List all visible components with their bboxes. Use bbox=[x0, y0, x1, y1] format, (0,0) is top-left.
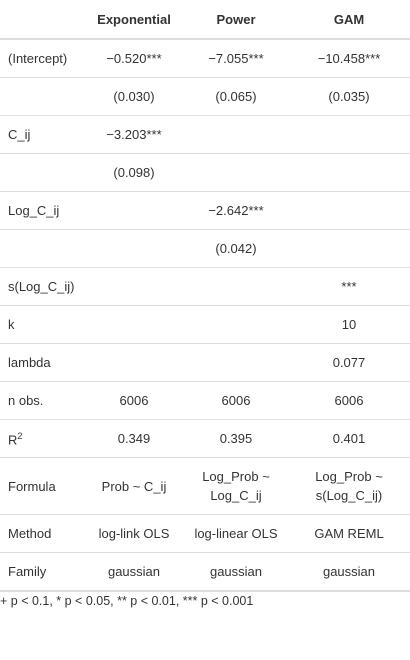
formula-line: s(Log_C_ij) bbox=[315, 488, 383, 503]
cell-gam: 6006 bbox=[288, 381, 410, 420]
row-label bbox=[0, 153, 84, 192]
table-row: Method log-link OLS log-linear OLS GAM R… bbox=[0, 514, 410, 553]
cell-exponential: Prob ~ C_ij bbox=[84, 457, 184, 515]
cell-gam: 0.401 bbox=[288, 419, 410, 458]
table-row: n obs. 6006 6006 6006 bbox=[0, 381, 410, 420]
row-label: R2 bbox=[0, 419, 84, 458]
cell-exponential: −3.203*** bbox=[84, 115, 184, 154]
cell-power bbox=[184, 267, 288, 306]
formula-line: Log_C_ij bbox=[210, 488, 262, 503]
header-gam: GAM bbox=[288, 0, 410, 40]
header-blank bbox=[0, 0, 84, 40]
cell-power: gaussian bbox=[184, 552, 288, 592]
table-row: Formula Prob ~ C_ij Log_Prob ~ Log_C_ij L… bbox=[0, 457, 410, 515]
cell-exponential: 6006 bbox=[84, 381, 184, 420]
cell-power: (0.065) bbox=[184, 77, 288, 116]
cell-power: 6006 bbox=[184, 381, 288, 420]
row-label bbox=[0, 229, 84, 268]
cell-gam: 10 bbox=[288, 305, 410, 344]
row-label: Log_C_ij bbox=[0, 191, 84, 230]
cell-gam bbox=[288, 191, 410, 230]
header-exponential: Exponential bbox=[84, 0, 184, 40]
table-row: Log_C_ij −2.642*** bbox=[0, 191, 410, 230]
cell-gam bbox=[288, 153, 410, 192]
cell-gam: gaussian bbox=[288, 552, 410, 592]
cell-exponential bbox=[84, 267, 184, 306]
cell-power bbox=[184, 115, 288, 154]
cell-exponential bbox=[84, 191, 184, 230]
row-label: (Intercept) bbox=[0, 39, 84, 78]
cell-power: (0.042) bbox=[184, 229, 288, 268]
cell-power: −7.055*** bbox=[184, 39, 288, 78]
significance-footnote: + p < 0.1, * p < 0.05, ** p < 0.01, *** … bbox=[0, 594, 254, 608]
cell-gam: Log_Prob ~ s(Log_C_ij) bbox=[288, 457, 410, 515]
cell-exponential: (0.098) bbox=[84, 153, 184, 192]
row-label: Formula bbox=[0, 457, 84, 515]
table-row: C_ij −3.203*** bbox=[0, 115, 410, 154]
cell-gam bbox=[288, 115, 410, 154]
cell-exponential: log-link OLS bbox=[84, 514, 184, 553]
header-row: Exponential Power GAM bbox=[0, 0, 410, 40]
row-label: s(Log_C_ij) bbox=[0, 267, 84, 306]
cell-gam: GAM REML bbox=[288, 514, 410, 553]
formula-line: Log_Prob ~ bbox=[202, 469, 270, 484]
row-label: n obs. bbox=[0, 381, 84, 420]
cell-exponential: 0.349 bbox=[84, 419, 184, 458]
row-label: Method bbox=[0, 514, 84, 553]
cell-exponential bbox=[84, 343, 184, 382]
cell-power: 0.395 bbox=[184, 419, 288, 458]
cell-exponential bbox=[84, 305, 184, 344]
table-row: (0.042) bbox=[0, 229, 410, 268]
table-row: (0.030) (0.065) (0.035) bbox=[0, 77, 410, 116]
cell-gam bbox=[288, 229, 410, 268]
table-row: lambda 0.077 bbox=[0, 343, 410, 382]
table-row: (Intercept) −0.520*** −7.055*** −10.458*… bbox=[0, 39, 410, 78]
table-row: s(Log_C_ij) *** bbox=[0, 267, 410, 306]
cell-gam: 0.077 bbox=[288, 343, 410, 382]
cell-power bbox=[184, 343, 288, 382]
header-power: Power bbox=[184, 0, 288, 40]
row-label bbox=[0, 77, 84, 116]
cell-power bbox=[184, 153, 288, 192]
row-label: k bbox=[0, 305, 84, 344]
table-row: k 10 bbox=[0, 305, 410, 344]
cell-power bbox=[184, 305, 288, 344]
row-label: C_ij bbox=[0, 115, 84, 154]
cell-exponential: gaussian bbox=[84, 552, 184, 592]
table-row: (0.098) bbox=[0, 153, 410, 192]
cell-exponential: (0.030) bbox=[84, 77, 184, 116]
cell-exponential: −0.520*** bbox=[84, 39, 184, 78]
r-squared-base: R bbox=[8, 432, 18, 448]
cell-power: log-linear OLS bbox=[184, 514, 288, 553]
row-label: Family bbox=[0, 552, 84, 592]
cell-power: −2.642*** bbox=[184, 191, 288, 230]
formula-line: Log_Prob ~ bbox=[315, 469, 383, 484]
cell-exponential bbox=[84, 229, 184, 268]
table-row: Family gaussian gaussian gaussian bbox=[0, 552, 410, 592]
r-squared-superscript: 2 bbox=[17, 431, 23, 442]
cell-gam: −10.458*** bbox=[288, 39, 410, 78]
regression-table: Exponential Power GAM (Intercept) −0.520… bbox=[0, 0, 410, 592]
cell-power: Log_Prob ~ Log_C_ij bbox=[184, 457, 288, 515]
row-label: lambda bbox=[0, 343, 84, 382]
cell-gam: *** bbox=[288, 267, 410, 306]
cell-gam: (0.035) bbox=[288, 77, 410, 116]
table-row: R2 0.349 0.395 0.401 bbox=[0, 419, 410, 458]
